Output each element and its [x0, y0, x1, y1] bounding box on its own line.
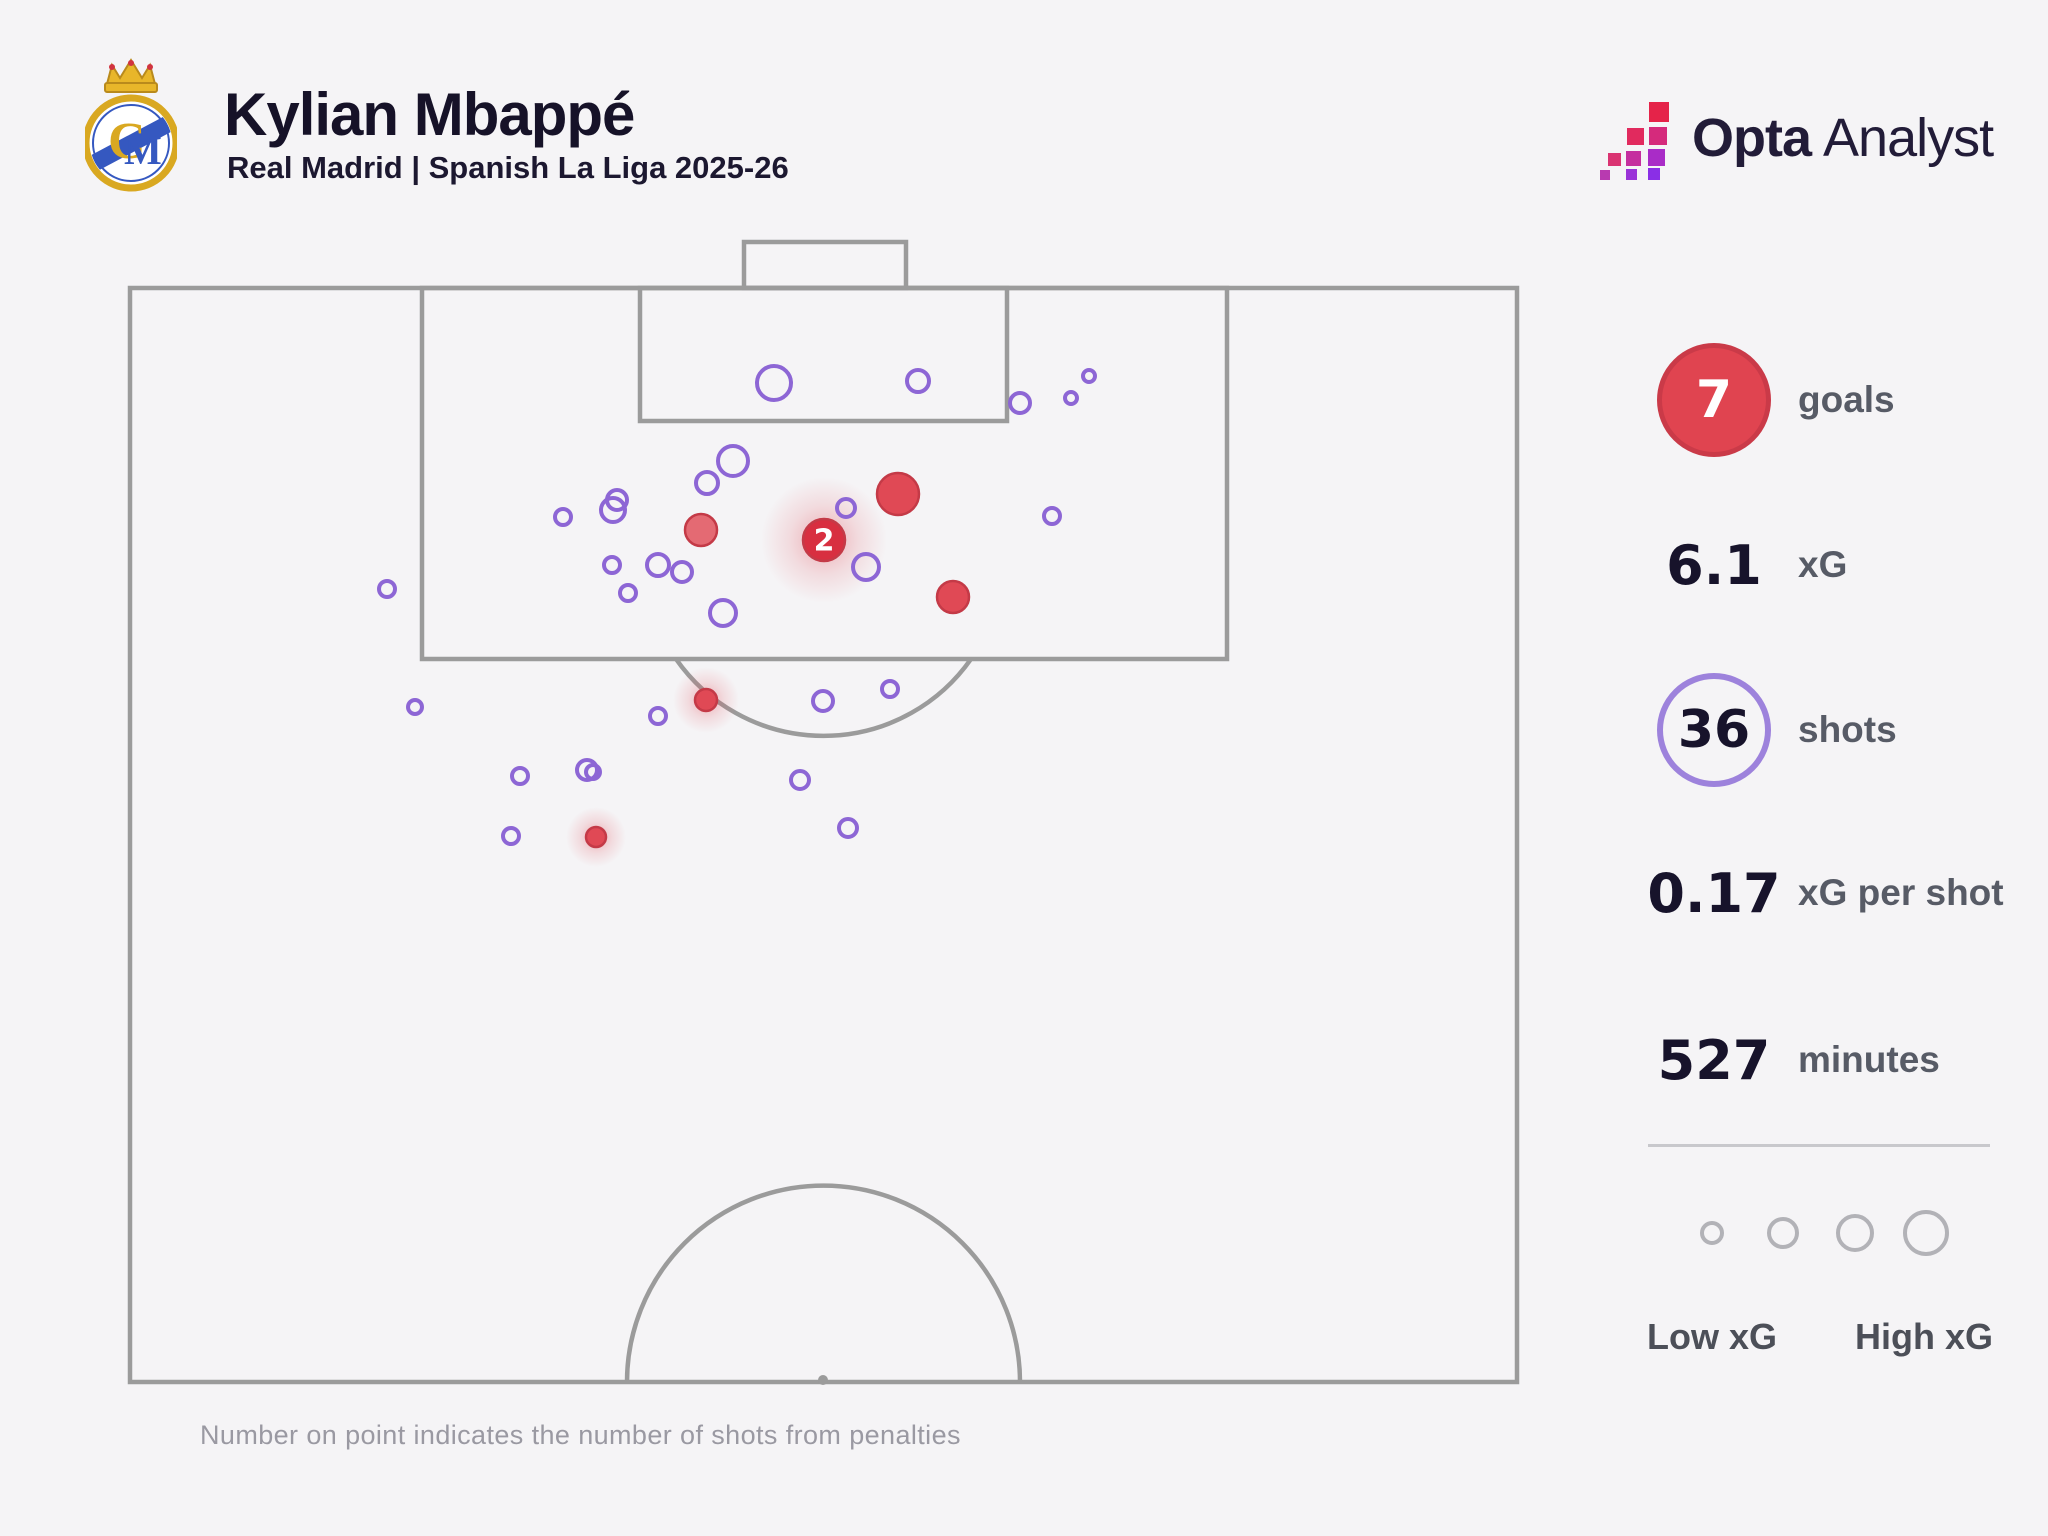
goals-badge: 7	[1657, 343, 1771, 457]
goals-label: goals	[1798, 379, 1895, 420]
xg-value: 6.1	[1666, 533, 1762, 597]
legend-divider	[1648, 1144, 1990, 1147]
real-madrid-crest-icon: C M	[85, 58, 177, 192]
goal-dot	[693, 687, 719, 713]
stat-row-minutes: 527 minutes	[1640, 1003, 2040, 1117]
center-circle	[624, 1183, 1023, 1383]
shots-badge: 36	[1657, 673, 1771, 787]
goal-dot	[875, 471, 921, 517]
goal-frame	[741, 239, 909, 291]
shot-dot	[837, 817, 859, 839]
shot-dot	[602, 555, 622, 575]
shot-dot	[905, 368, 931, 394]
legend-size-2-icon	[1767, 1217, 1799, 1249]
shot-dot	[1081, 368, 1097, 384]
center-spot	[818, 1375, 828, 1385]
shot-dot	[716, 444, 750, 478]
goal-dot	[584, 825, 608, 849]
six-yard-box	[637, 285, 1010, 424]
shot-dot	[1008, 391, 1032, 415]
shot-dot	[618, 583, 638, 603]
legend-size-4-icon	[1903, 1210, 1949, 1256]
stat-row-xg-per-shot: 0.17 xG per shot	[1640, 836, 2040, 950]
stat-row-xg: 6.1 xG	[1640, 508, 2040, 622]
shots-label: shots	[1798, 709, 1897, 750]
goal-dot	[683, 512, 719, 548]
penalty-area	[419, 285, 1230, 662]
shot-dot	[599, 496, 627, 524]
shot-dot	[880, 679, 900, 699]
svg-text:M: M	[124, 128, 162, 173]
minutes-value: 527	[1657, 1028, 1771, 1092]
opta-wordmark: Opta Analyst	[1692, 90, 1994, 186]
pitch-lines	[127, 239, 1520, 1385]
shot-dot	[694, 470, 720, 496]
shot-dot	[584, 763, 602, 781]
page-subtitle: Real Madrid | Spanish La Liga 2025-26	[227, 150, 789, 185]
legend-size-1-icon	[1700, 1221, 1724, 1245]
shot-dot	[1063, 390, 1079, 406]
stat-row-shots: 36 shots	[1640, 673, 2040, 787]
footnote: Number on point indicates the number of …	[200, 1420, 961, 1450]
goals-value: 7	[1695, 370, 1733, 430]
xg-per-shot-label: xG per shot	[1798, 872, 2004, 913]
svg-text:C: C	[108, 113, 146, 170]
shot-dot	[377, 579, 397, 599]
goal-dot	[935, 579, 971, 615]
minutes-label: minutes	[1798, 1039, 1940, 1080]
shot-dot	[789, 769, 811, 791]
opta-wordmark-light: Analyst	[1823, 108, 1994, 168]
shot-dot	[510, 766, 530, 786]
legend-high-label: High xG	[1855, 1316, 1994, 1357]
opta-analyst-logo: Opta Analyst	[1600, 90, 2030, 186]
shot-dots-layer: 2	[377, 364, 1097, 867]
page-title: Kylian Mbappé	[224, 81, 635, 148]
shot-dot	[755, 364, 793, 402]
penalty-count-label: 2	[814, 524, 835, 559]
shot-dot	[851, 552, 881, 582]
shot-dot	[708, 598, 738, 628]
stat-row-goals: 7 goals	[1640, 343, 2040, 457]
shot-dot	[553, 507, 573, 527]
shot-dot	[1042, 506, 1062, 526]
shot-dot	[575, 758, 599, 782]
opta-wordmark-bold: Opta	[1692, 108, 1812, 168]
xg-per-shot-value: 0.17	[1647, 861, 1781, 925]
goal-dot	[801, 517, 847, 563]
xg-label: xG	[1798, 544, 1848, 585]
shot-dot	[648, 706, 668, 726]
shot-dot	[811, 689, 835, 713]
pitch-boundary	[127, 285, 1520, 1385]
opta-stairs-icon	[1600, 102, 1669, 180]
legend-size-3-icon	[1836, 1214, 1874, 1252]
shot-dot	[501, 826, 521, 846]
legend-low-label: Low xG	[1647, 1316, 1778, 1357]
shots-value: 36	[1677, 700, 1751, 760]
shot-dot	[406, 698, 424, 716]
shot-dot	[645, 552, 671, 578]
shot-dot	[670, 560, 694, 584]
shot-dot	[835, 497, 857, 519]
